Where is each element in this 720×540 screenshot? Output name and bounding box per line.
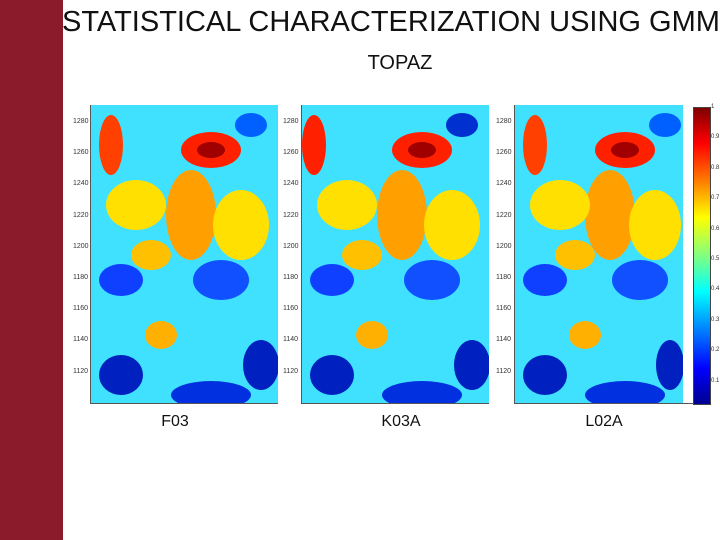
heatmap-panel-1 xyxy=(90,105,278,404)
y-tick-label: 1280 xyxy=(496,118,512,125)
y-tick-label: 1160 xyxy=(283,305,299,313)
y-tick-label: 1200 xyxy=(283,242,299,250)
panel-label-f03: F03 xyxy=(161,413,189,430)
y-tick-label: 1280 xyxy=(283,118,299,125)
colorbar-tick-label: 0.6 xyxy=(711,225,720,232)
colorbar-tick-label: 0.1 xyxy=(711,377,720,384)
colorbar-tick-label: 0.9 xyxy=(711,134,720,141)
colorbar-tick-label: 1 xyxy=(711,104,715,110)
colorbar xyxy=(693,107,711,405)
y-tick-label: 1120 xyxy=(73,367,89,375)
y-tick-label: 1180 xyxy=(496,274,512,281)
colorbar-tick-label: 0.7 xyxy=(711,195,720,202)
y-tick-label: 1180 xyxy=(283,274,299,281)
y-tick-label: 1160 xyxy=(496,305,512,313)
sidebar-accent xyxy=(0,0,63,540)
y-tick-label: 1260 xyxy=(283,149,299,157)
heatmap-panel-2 xyxy=(301,105,489,404)
colorbar-tick-label: 0.3 xyxy=(711,316,720,323)
y-tick-label: 1120 xyxy=(496,367,512,375)
y-tick-label: 1200 xyxy=(73,242,89,250)
slide-title: STATISTICAL CHARACTERIZATION USING GMM xyxy=(62,6,720,38)
colorbar-tick-label: 0.8 xyxy=(711,164,720,171)
y-tick-label: 1140 xyxy=(73,336,89,344)
y-tick-label: 1240 xyxy=(283,180,299,188)
y-tick-label: 1260 xyxy=(73,149,89,157)
y-tick-label: 1260 xyxy=(496,149,512,157)
y-tick-label: 1140 xyxy=(283,336,299,344)
y-tick-label: 1280 xyxy=(73,118,89,125)
colorbar-tick-label: 0.5 xyxy=(711,256,720,262)
y-tick-label: 1200 xyxy=(496,242,512,250)
y-tick-label: 1240 xyxy=(496,180,512,188)
y-tick-label: 1120 xyxy=(283,367,299,375)
colorbar-tick-label: 0.2 xyxy=(711,347,720,354)
slide-subtitle: TOPAZ xyxy=(367,52,433,74)
colorbar-tick-label: 0.4 xyxy=(711,286,720,293)
y-tick-label: 1240 xyxy=(73,180,89,188)
y-tick-label: 1140 xyxy=(496,336,512,344)
panel-label-k03a: K03A xyxy=(381,413,421,430)
heatmap-panel-3 xyxy=(514,105,702,404)
panel-label-l02a: L02A xyxy=(585,413,623,430)
y-tick-label: 1220 xyxy=(73,211,89,219)
y-tick-label: 1220 xyxy=(283,211,299,219)
y-tick-label: 1160 xyxy=(73,305,89,313)
y-tick-label: 1220 xyxy=(496,211,512,219)
y-tick-label: 1180 xyxy=(73,274,89,281)
